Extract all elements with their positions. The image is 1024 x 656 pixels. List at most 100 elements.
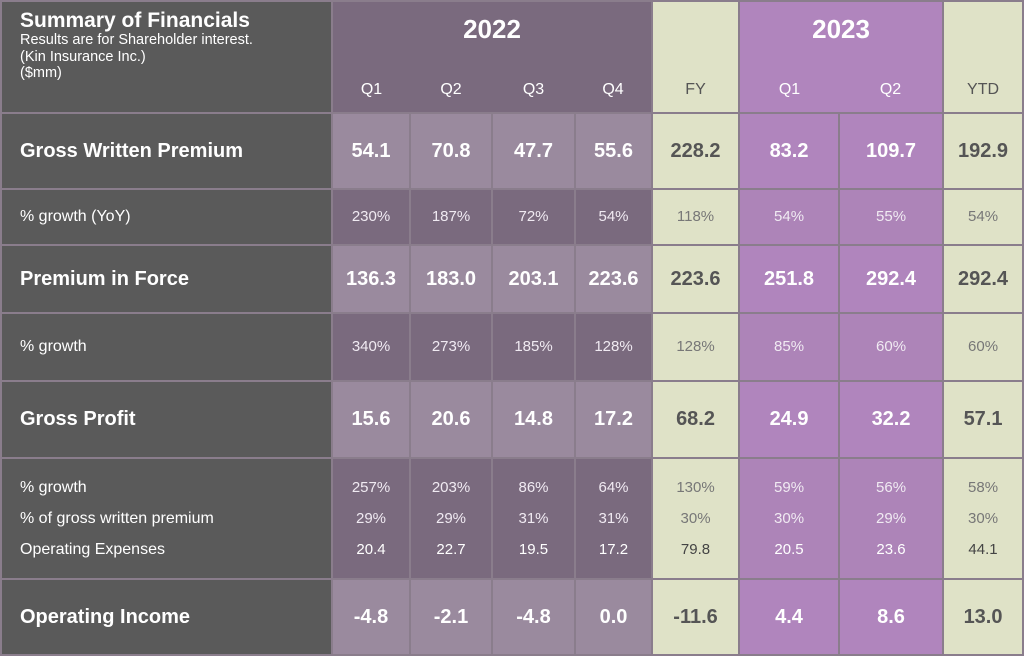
header-q2-2023: Q2 bbox=[839, 68, 945, 114]
table-cell: 30% bbox=[774, 510, 805, 527]
row-label-text: Premium in Force bbox=[20, 267, 189, 290]
table-cell: 54% bbox=[968, 208, 999, 225]
table-cell: 55.6 bbox=[594, 139, 633, 162]
table-cell: 31% bbox=[518, 510, 549, 527]
year-2022-header: 2022 bbox=[330, 0, 654, 68]
table-row: Gross Written Premium 54.1 70.8 47.7 55.… bbox=[0, 112, 1024, 190]
row-label-text: % of gross written premium bbox=[20, 510, 214, 527]
subtitle-line-3: ($mm) bbox=[20, 65, 62, 81]
row-label: Operating Income bbox=[0, 578, 333, 656]
table-cell: 58% bbox=[968, 479, 999, 496]
table-cell: 185% bbox=[514, 338, 553, 355]
table-cell: 54% bbox=[598, 208, 629, 225]
row-label: % growth % of gross written premium Oper… bbox=[0, 457, 333, 580]
fy-year-spacer bbox=[651, 0, 741, 68]
table-cell: 79.8 bbox=[680, 541, 711, 558]
row-label-text: Operating Expenses bbox=[20, 541, 165, 558]
table-cell: 273% bbox=[431, 338, 471, 355]
table-cell: 23.6 bbox=[876, 541, 906, 558]
table-cell: 85% bbox=[774, 338, 805, 355]
table-cell: 292.4 bbox=[958, 267, 1009, 290]
table-title-cell: Summary of Financials Results are for Sh… bbox=[0, 0, 333, 114]
table-cell: 60% bbox=[968, 338, 999, 355]
table-cell: 31% bbox=[598, 510, 629, 527]
table-cell: 59% bbox=[774, 479, 805, 496]
table-row: Premium in Force 136.3 183.0 203.1 223.6… bbox=[0, 244, 1024, 314]
table-cell: 22.7 bbox=[436, 541, 466, 558]
table-cell: 54.1 bbox=[351, 139, 391, 162]
subtitle-line-2: (Kin Insurance Inc.) bbox=[20, 48, 146, 65]
q2-label: Q2 bbox=[879, 81, 902, 98]
table-row: % growth 340% 273% 185% 128% 128% 85% 60… bbox=[0, 312, 1024, 382]
year-2023-label: 2023 bbox=[812, 14, 870, 44]
header-q1-2022: Q1 bbox=[331, 68, 410, 114]
table-cell: 187% bbox=[431, 208, 471, 225]
header-ytd: YTD bbox=[942, 68, 1024, 114]
table-cell: 17.2 bbox=[598, 541, 629, 558]
ytd-year-spacer bbox=[942, 0, 1024, 68]
ytd-label: YTD bbox=[967, 81, 1000, 98]
table-cell: 56% bbox=[876, 479, 907, 496]
table-cell: 83.2 bbox=[769, 139, 809, 162]
table-row: Gross Profit 15.6 20.6 14.8 17.2 68.2 24… bbox=[0, 380, 1024, 459]
table-cell: -2.1 bbox=[433, 605, 469, 628]
table-cell: 44.1 bbox=[968, 541, 998, 558]
subtitle-line-1: Results are for Shareholder interest. bbox=[20, 32, 253, 48]
row-label-text: Gross Profit bbox=[20, 408, 136, 430]
table-cell: 4.4 bbox=[775, 605, 803, 628]
table-cell: 118% bbox=[676, 208, 715, 225]
table-cell: -4.8 bbox=[353, 605, 389, 628]
table-cell: -11.6 bbox=[673, 605, 718, 628]
row-label-text: % growth (YoY) bbox=[20, 208, 131, 225]
table-cell: 55% bbox=[876, 208, 907, 225]
table-cell: 24.9 bbox=[769, 408, 809, 430]
row-label: % growth bbox=[0, 312, 333, 382]
table-cell: 0.0 bbox=[599, 605, 628, 628]
table-cell: 20.6 bbox=[431, 408, 471, 430]
table-cell: 109.7 bbox=[866, 139, 917, 162]
q1-label: Q1 bbox=[778, 81, 801, 98]
year-2023-header: 2023 bbox=[738, 0, 945, 68]
table-cell: 20.4 bbox=[356, 541, 386, 558]
table-cell: 136.3 bbox=[345, 267, 397, 290]
table-cell: 251.8 bbox=[764, 267, 815, 290]
row-label: % growth (YoY) bbox=[0, 188, 333, 246]
table-cell: 54% bbox=[774, 208, 805, 225]
table-cell: 57.1 bbox=[963, 408, 1003, 430]
table-row: Operating Income -4.8 -2.1 -4.8 0.0 -11.… bbox=[0, 578, 1024, 656]
fy-label: FY bbox=[685, 81, 706, 98]
row-label-text: % growth bbox=[20, 479, 87, 496]
table-cell: 292.4 bbox=[866, 267, 917, 290]
table-cell: 15.6 bbox=[351, 408, 391, 430]
table-cell: 257% bbox=[351, 479, 391, 496]
table-cell: 64% bbox=[598, 479, 629, 496]
row-label: Gross Written Premium bbox=[0, 112, 333, 190]
header-q4-2022: Q4 bbox=[575, 68, 654, 114]
table-cell: 60% bbox=[876, 338, 907, 355]
table-cell: 68.2 bbox=[676, 408, 715, 430]
header-q2-2022: Q2 bbox=[410, 68, 492, 114]
q4-label: Q4 bbox=[602, 81, 624, 98]
table-cell: 14.8 bbox=[514, 408, 553, 430]
row-label-text: Operating Income bbox=[20, 605, 191, 628]
table-cell: 19.5 bbox=[518, 541, 549, 558]
table-cell: 29% bbox=[355, 510, 387, 527]
table-cell: 30% bbox=[680, 510, 711, 527]
table-cell: 32.2 bbox=[871, 408, 911, 430]
table-cell: 20.5 bbox=[774, 541, 804, 558]
table-cell: 29% bbox=[435, 510, 467, 527]
page-title: Summary of Financials bbox=[20, 9, 250, 32]
table-cell: 128% bbox=[594, 338, 633, 355]
table-cell: 192.9 bbox=[958, 139, 1009, 162]
table-cell: 47.7 bbox=[514, 139, 553, 162]
q1-label: Q1 bbox=[360, 81, 383, 98]
table-cell: 340% bbox=[351, 338, 391, 355]
header-fy: FY bbox=[651, 68, 741, 114]
table-cell: 29% bbox=[876, 510, 907, 527]
table-cell: -4.8 bbox=[516, 605, 551, 628]
table-cell: 30% bbox=[968, 510, 999, 527]
table-cell: 230% bbox=[351, 208, 391, 225]
row-label-text: Gross Written Premium bbox=[20, 139, 244, 162]
table-cell: 203.1 bbox=[508, 267, 559, 290]
header-q3-2022: Q3 bbox=[492, 68, 575, 114]
